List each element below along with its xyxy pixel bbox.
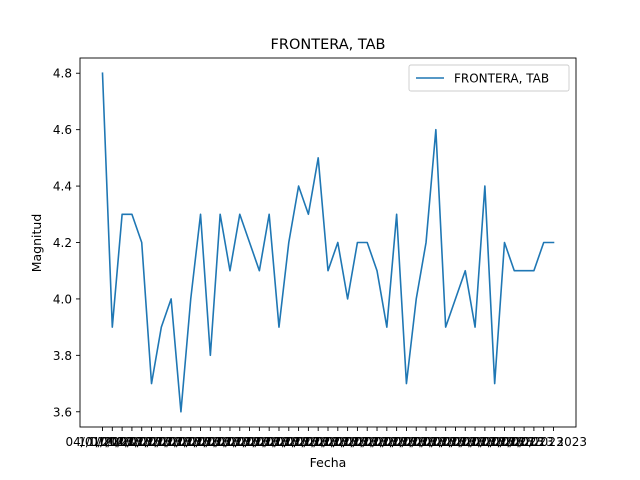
x-tick-label: 1/0/2023: [363, 435, 417, 449]
y-axis-ticks: 3.6 3.8 4.0 4.2 4.4 4.6 4.8: [53, 67, 80, 419]
y-tick-label: 4.2: [53, 236, 72, 250]
y-tick-label: 4.4: [53, 180, 72, 194]
y-tick-label: 4.0: [53, 292, 72, 306]
y-tick-label: 3.8: [53, 349, 72, 363]
x-tick-label: 1/0/2023: [284, 435, 338, 449]
x-tick-label: 1/0/2023: [147, 435, 201, 449]
x-tick-label: 1/0/2023: [206, 435, 260, 449]
x-tick-label: 1/0/2023: [225, 435, 279, 449]
x-tick-label: 1/0/2023: [470, 435, 524, 449]
x-tick-label: 1/0/2023: [157, 435, 211, 449]
x-tick-label: 1/0/2023: [500, 435, 554, 449]
x-tick-label: 1/0/2023: [235, 435, 289, 449]
x-tick-label: 1/0/2023: [245, 435, 299, 449]
x-tick-label: 1/0/2023: [167, 435, 221, 449]
x-axis-label: Fecha: [310, 455, 347, 470]
x-tick-label: 1/0/2023: [490, 435, 544, 449]
x-tick-label: 1/0/2023: [78, 435, 132, 449]
y-axis-label: Magnitud: [29, 214, 44, 273]
y-tick-label: 4.8: [53, 67, 72, 81]
x-tick-labels: 04/01/20231/0/20231/0/20231/0/20231/0/20…: [66, 435, 588, 449]
legend-label: FRONTERA, TAB: [454, 72, 549, 86]
x-axis-ticks: 04/01/20231/0/20231/0/20231/0/20231/0/20…: [66, 427, 588, 449]
x-tick-label: 1/0/2023: [196, 435, 250, 449]
x-tick-label: 1/0/2023: [274, 435, 328, 449]
x-tick-label: 1/0/2023: [176, 435, 230, 449]
x-tick-label: 1/0/2023: [255, 435, 309, 449]
x-tick-label: 1/0/2023: [314, 435, 368, 449]
x-tick-label: 1/0/2023: [333, 435, 387, 449]
x-tick-label: 1/0/2023: [323, 435, 377, 449]
x-tick-label: 2023: [557, 435, 588, 449]
x-tick-label: 1/0/2023: [372, 435, 426, 449]
x-tick-label: 1/0/2023: [216, 435, 270, 449]
x-tick-label: 1/0/2023: [392, 435, 446, 449]
x-tick-label: 1/0/2023: [294, 435, 348, 449]
x-tick-label: 1/0/2023: [480, 435, 534, 449]
x-tick-label: 1/0/2023: [382, 435, 436, 449]
x-tick-label: 1/0/2023: [343, 435, 397, 449]
x-tick-label: 1/0/2023: [137, 435, 191, 449]
x-tick-label: 1/0/2023: [265, 435, 319, 449]
x-tick-label: 1/0/2023: [108, 435, 162, 449]
x-tick-label: 1/0/2023: [353, 435, 407, 449]
y-tick-label: 3.6: [53, 405, 72, 419]
x-tick-label: 1/0/2023: [510, 435, 564, 449]
chart-title: FRONTERA, TAB: [271, 37, 386, 53]
y-tick-label: 4.6: [53, 123, 72, 137]
plot-area-frame: [79, 57, 577, 428]
x-tick-label: 1/0/2023: [127, 435, 181, 449]
x-tick-label: 1/0/2023: [186, 435, 240, 449]
x-tick-label: 1/0/2023: [412, 435, 466, 449]
x-tick-label: 1/0/2023: [461, 435, 515, 449]
legend-box: [408, 64, 570, 92]
series-line: [101, 72, 555, 413]
x-tick-label: 1/0/2023: [431, 435, 485, 449]
x-tick-label: 1/0/2023: [451, 435, 505, 449]
x-tick-label: 1/0/2023: [304, 435, 358, 449]
x-tick-label: 1/0/2023: [421, 435, 475, 449]
x-tick-label: 1/0/2023: [118, 435, 172, 449]
legend: FRONTERA, TAB: [408, 64, 570, 92]
x-tick-label: 1/0/2023: [402, 435, 456, 449]
x-tick-label: 1/0/2023: [441, 435, 495, 449]
x-tick-label: 1/0/2023: [88, 435, 142, 449]
x-tick-label: 04/01/2023: [66, 435, 135, 449]
x-tick-label: 1/0/2023: [98, 435, 152, 449]
